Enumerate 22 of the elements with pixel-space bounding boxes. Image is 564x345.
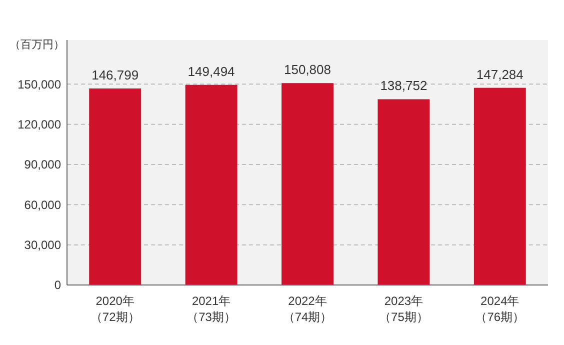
y-tick-label: 150,000 [18,77,62,92]
x-tick-label: 2020年（72期） [90,294,140,324]
y-tick-label: 60,000 [24,198,62,212]
x-tick-label: 2022年（74期） [282,294,332,324]
x-tick-label: 2024年（76期） [475,294,525,324]
data-label: 147,284 [476,66,524,82]
x-tick-label: 2023年（75期） [379,294,428,324]
data-label: 146,799 [92,67,139,82]
bar [282,83,334,285]
bar [89,88,142,285]
data-label: 150,808 [284,62,331,78]
y-tick-label: 30,000 [24,238,62,252]
bar [378,99,430,285]
data-label: 149,494 [188,64,235,79]
bar [185,84,238,285]
bar [474,88,526,285]
y-axis-title: （百万円） [10,39,64,51]
y-tick-label: 120,000 [18,118,62,132]
y-tick-label: 0 [54,278,62,292]
data-label: 138,752 [380,78,428,94]
y-tick-label: 90,000 [24,158,62,172]
x-tick-label: 2021年（73期） [186,294,236,324]
